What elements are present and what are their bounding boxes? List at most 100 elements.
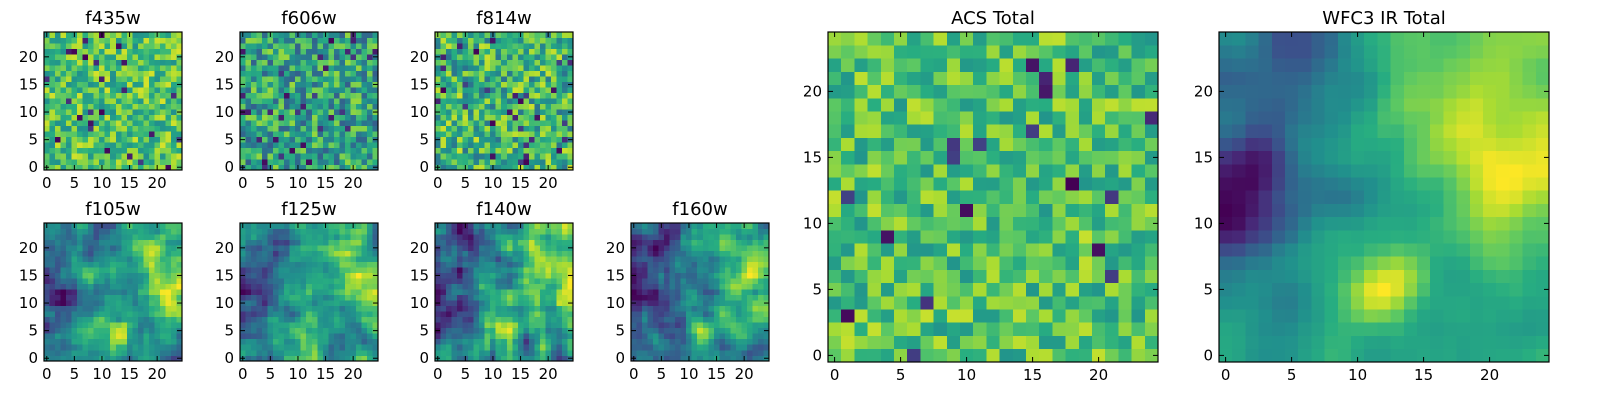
- heatmap-cell: [245, 300, 252, 307]
- y-tick-label: 5: [224, 131, 234, 149]
- heatmap-cell: [361, 283, 368, 290]
- heatmap-cell: [159, 327, 166, 334]
- heatmap-cell: [534, 125, 541, 132]
- heatmap-cell: [440, 70, 447, 77]
- heatmap-cell: [49, 48, 56, 55]
- heatmap-cell: [523, 92, 530, 99]
- heatmap-cell: [556, 103, 563, 110]
- heatmap-cell: [528, 147, 535, 154]
- heatmap-cell: [104, 65, 111, 71]
- heatmap-cell: [55, 294, 61, 301]
- heatmap-cell: [176, 37, 183, 44]
- heatmap-cell: [77, 355, 83, 362]
- heatmap-cell: [451, 294, 458, 301]
- heatmap-cell: [484, 316, 491, 323]
- heatmap-cell: [88, 32, 94, 38]
- heatmap-cell: [763, 261, 770, 268]
- heatmap-cell: [675, 338, 681, 345]
- heatmap-cell: [534, 114, 541, 121]
- heatmap-cell: [49, 153, 56, 160]
- heatmap-cell: [730, 261, 737, 268]
- heatmap-cell: [110, 234, 117, 240]
- heatmap-cell: [278, 70, 285, 77]
- heatmap-cell: [245, 278, 252, 285]
- heatmap-cell: [691, 305, 698, 312]
- heatmap-cell: [973, 177, 987, 191]
- heatmap-cell: [267, 305, 274, 312]
- heatmap-cell: [907, 269, 921, 284]
- heatmap-cell: [757, 300, 764, 307]
- heatmap-cell: [534, 136, 541, 143]
- heatmap-cell: [523, 239, 530, 246]
- heatmap-cell: [71, 349, 78, 356]
- heatmap-cell: [372, 338, 379, 345]
- heatmap-cell: [372, 239, 379, 246]
- heatmap-cell: [495, 250, 502, 257]
- heatmap-cell: [506, 322, 513, 329]
- heatmap-cell: [328, 131, 335, 138]
- heatmap-cell: [960, 203, 974, 218]
- heatmap-cell: [110, 37, 117, 44]
- heatmap-cell: [1105, 230, 1119, 244]
- heatmap-cell: [49, 223, 56, 229]
- heatmap-cell: [176, 250, 183, 257]
- heatmap-cell: [361, 338, 368, 345]
- heatmap-cell: [440, 316, 447, 323]
- heatmap-cell: [300, 109, 307, 116]
- heatmap-cell: [339, 48, 346, 55]
- heatmap-cell: [251, 272, 257, 279]
- heatmap-cell: [126, 37, 133, 44]
- heatmap-cell: [512, 142, 519, 149]
- heatmap-cell: [77, 261, 83, 268]
- heatmap-cell: [517, 98, 524, 105]
- heatmap-cell: [262, 147, 268, 154]
- heatmap-cell: [539, 278, 546, 285]
- heatmap-cell: [446, 153, 452, 160]
- heatmap-cell: [132, 245, 139, 251]
- heatmap-cell: [653, 327, 659, 334]
- heatmap-cell: [93, 87, 100, 94]
- heatmap-cell: [240, 37, 246, 44]
- heatmap-cell: [344, 37, 351, 44]
- heatmap-cell: [176, 239, 183, 246]
- heatmap-cell: [60, 300, 67, 307]
- heatmap-cell: [1131, 230, 1146, 244]
- heatmap-cell: [495, 142, 502, 149]
- heatmap-cell: [49, 103, 56, 110]
- heatmap-cell: [457, 76, 463, 82]
- heatmap-cell: [894, 190, 908, 204]
- heatmap-cell: [664, 344, 670, 351]
- heatmap-cell: [328, 305, 335, 312]
- heatmap-cell: [66, 109, 72, 116]
- heatmap-cell: [539, 239, 546, 246]
- heatmap-cell: [170, 136, 177, 143]
- heatmap-cell: [88, 103, 94, 110]
- heatmap-cell: [71, 327, 78, 334]
- heatmap-cell: [148, 109, 155, 116]
- heatmap-cell: [517, 37, 524, 44]
- heatmap-cell: [752, 344, 759, 351]
- heatmap-cell: [245, 131, 252, 138]
- heatmap-cell: [317, 32, 324, 38]
- heatmap-cell: [306, 158, 313, 165]
- heatmap-cell: [256, 338, 263, 345]
- heatmap-cell: [708, 256, 715, 262]
- heatmap-cell: [295, 125, 302, 132]
- heatmap-cell: [366, 322, 373, 329]
- heatmap-cell: [99, 327, 106, 334]
- heatmap-cell: [306, 81, 313, 88]
- heatmap-cell: [317, 349, 324, 356]
- heatmap-cell: [446, 87, 452, 94]
- heatmap-cell: [60, 344, 67, 351]
- heatmap-cell: [501, 92, 508, 99]
- heatmap-cell: [339, 344, 346, 351]
- heatmap-cell: [446, 278, 452, 285]
- heatmap-cell: [49, 81, 56, 88]
- heatmap-cell: [137, 54, 144, 60]
- heatmap-cell: [137, 43, 144, 49]
- heatmap-cell: [545, 311, 552, 318]
- heatmap-cell: [550, 322, 557, 329]
- heatmap-cell: [273, 125, 279, 132]
- y-tick-label: 0: [419, 158, 429, 176]
- heatmap-cell: [110, 223, 117, 229]
